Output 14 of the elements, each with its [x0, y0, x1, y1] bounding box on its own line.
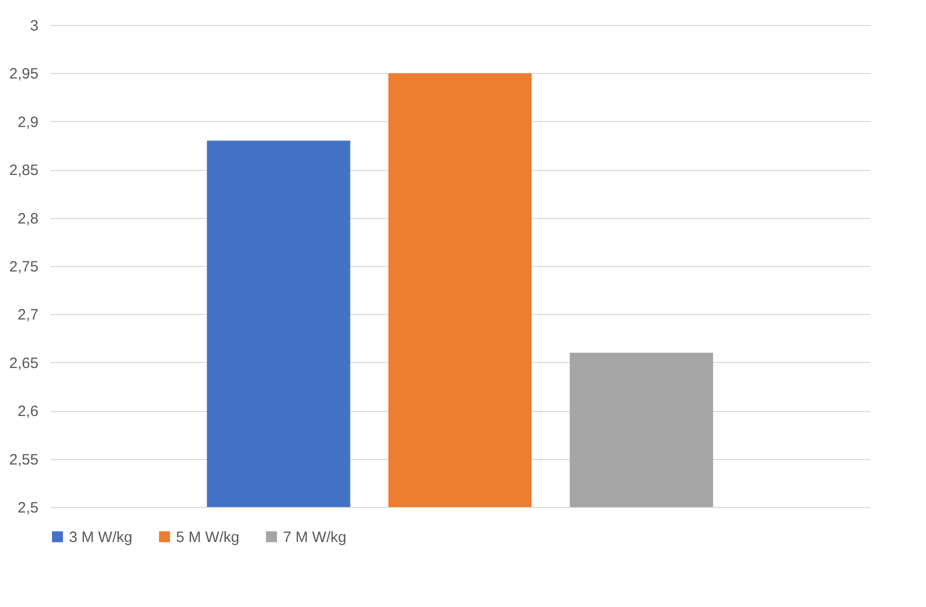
y-tick-label: 2,75: [9, 258, 38, 276]
y-tick-label: 2,8: [18, 210, 38, 228]
y-tick-label: 2,55: [9, 451, 38, 468]
y-tick-label: 2,7: [18, 306, 38, 324]
legend-label: 7 M W/kg: [283, 528, 346, 546]
y-tick-label: 2,6: [18, 403, 38, 420]
y-tick-label: 2,9: [18, 114, 38, 131]
y-tick-label: 2,65: [9, 354, 38, 372]
legend-label: 3 M W/kg: [69, 528, 132, 546]
y-tick-label: 3: [30, 18, 38, 34]
y-tick-label: 2,5: [18, 500, 38, 516]
legend-label: 5 M W/kg: [176, 528, 240, 546]
y-tick-label: 2,95: [9, 66, 38, 83]
y-tick-label: 2,85: [9, 162, 38, 180]
